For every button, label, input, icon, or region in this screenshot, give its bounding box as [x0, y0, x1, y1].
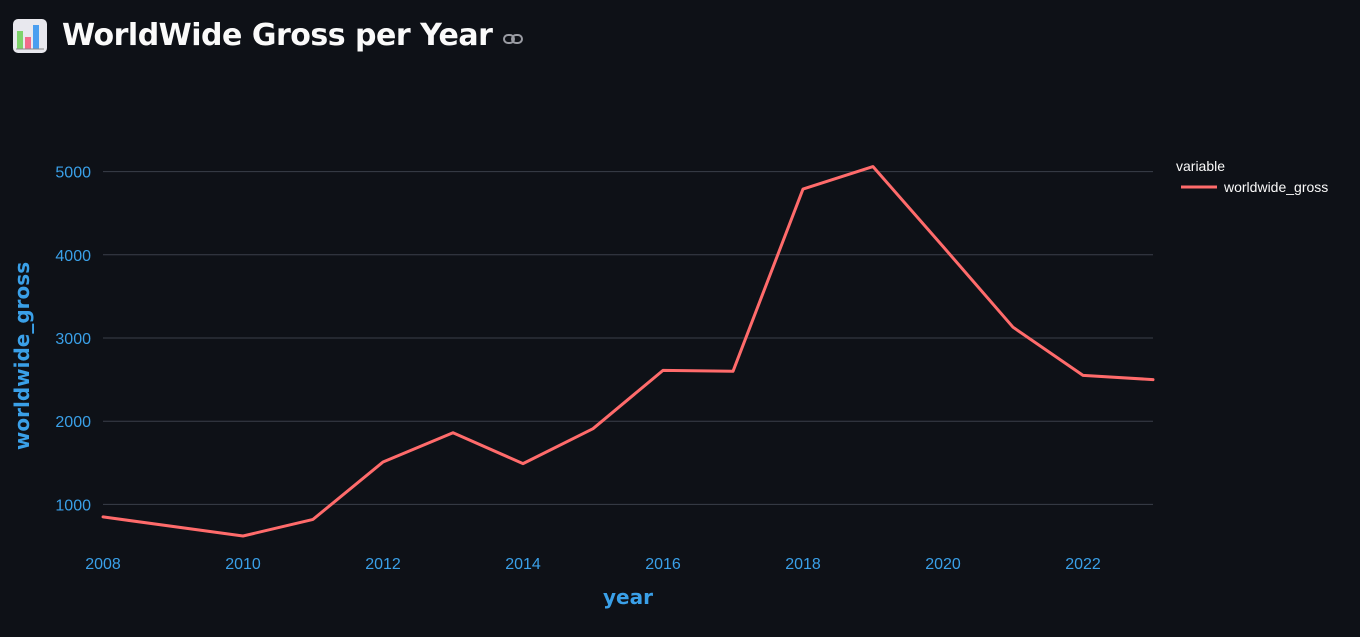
y-tick-label: 4000 — [55, 248, 91, 265]
data-point[interactable] — [237, 530, 249, 542]
x-tick-label: 2008 — [85, 556, 121, 573]
y-tick-label: 2000 — [55, 414, 91, 431]
legend-title: variable — [1176, 158, 1225, 174]
data-point[interactable] — [1007, 321, 1019, 333]
series-layer — [97, 161, 1159, 542]
bar-chart-emoji-icon — [12, 17, 48, 55]
x-tick-label: 2018 — [785, 556, 821, 573]
x-tick-label: 2014 — [505, 556, 541, 573]
data-point[interactable] — [657, 364, 669, 376]
legend-label[interactable]: worldwide_gross — [1223, 179, 1328, 195]
series-line-worldwide_gross[interactable] — [101, 165, 1155, 538]
y-tick-label: 1000 — [55, 497, 91, 514]
data-point[interactable] — [867, 161, 879, 173]
x-tick-label: 2012 — [365, 556, 401, 573]
data-point[interactable] — [797, 183, 809, 195]
x-tick-label: 2020 — [925, 556, 961, 573]
chart-svg: 1000 2000 3000 4000 5000 2008 2010 2012 2014 201… — [10, 158, 1328, 609]
grid-layer — [103, 171, 1153, 505]
legend[interactable]: variable worldwide_gross — [1176, 158, 1328, 195]
data-point[interactable] — [377, 456, 389, 468]
x-tick-label: 2010 — [225, 556, 261, 573]
x-axis-title: year — [603, 585, 653, 609]
x-axis-ticks: 2008 2010 2012 2014 2016 2018 2020 2022 — [85, 556, 1101, 573]
data-point[interactable] — [587, 423, 599, 435]
link-icon[interactable] — [502, 28, 524, 50]
data-point[interactable] — [727, 365, 739, 377]
data-point[interactable] — [517, 458, 529, 470]
y-axis-ticks: 1000 2000 3000 4000 5000 — [55, 165, 91, 515]
x-tick-label: 2016 — [645, 556, 681, 573]
y-axis-title: worldwide_gross — [10, 262, 34, 450]
data-point[interactable] — [1077, 369, 1089, 381]
data-point[interactable] — [937, 240, 949, 252]
page-title: WorldWide Gross per Year — [62, 18, 493, 53]
data-point[interactable] — [97, 511, 109, 523]
y-tick-label: 5000 — [55, 165, 91, 182]
page-header: WorldWide Gross per Year — [12, 14, 524, 58]
line-chart: 1000 2000 3000 4000 5000 2008 2010 2012 2014 201… — [0, 110, 1360, 632]
data-point[interactable] — [1147, 374, 1159, 386]
x-tick-label: 2022 — [1065, 556, 1101, 573]
data-point[interactable] — [307, 513, 319, 525]
y-tick-label: 3000 — [55, 331, 91, 348]
data-point[interactable] — [447, 427, 459, 439]
